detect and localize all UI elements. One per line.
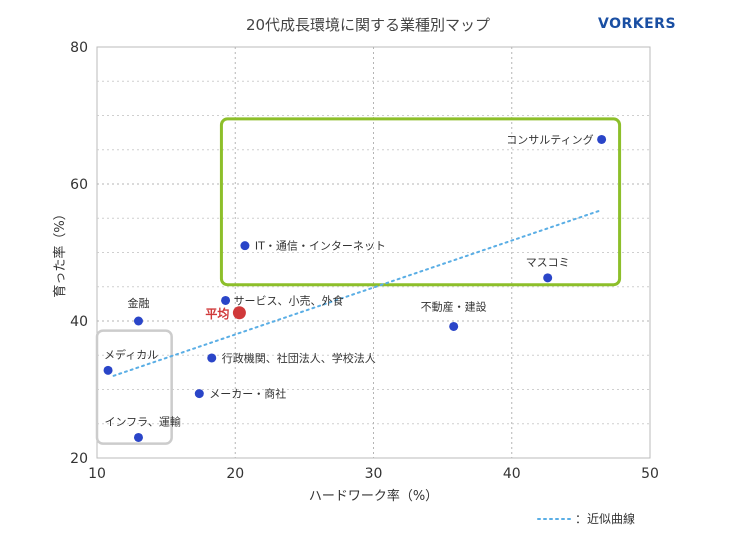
trendline-group [112, 209, 603, 377]
data-point [597, 134, 607, 144]
data-point [133, 432, 143, 442]
data-point [133, 316, 143, 326]
point-label: 不動産・建設 [421, 299, 487, 313]
data-points [103, 134, 607, 442]
x-tick-label: 10 [88, 466, 106, 482]
data-point [194, 389, 204, 399]
data-point [207, 353, 217, 363]
data-point [103, 365, 113, 375]
chart-title: 20代成長環境に関する業種別マップ [245, 16, 491, 34]
highlight-boxes [95, 117, 622, 445]
point-label: サービス、小売、外食 [234, 293, 344, 307]
average-label: 平均 [205, 306, 229, 321]
point-label: インフラ、運輸 [104, 414, 180, 428]
point-label: 行政機関、社団法人、学校法人 [222, 351, 376, 365]
data-point [543, 273, 553, 283]
x-axis-label: ハードワーク率（%） [309, 488, 438, 504]
y-axis-label: 育った率（%） [52, 207, 68, 297]
point-label: メーカー・商社 [209, 387, 286, 401]
y-tick-label: 80 [70, 40, 88, 56]
average-point [232, 306, 246, 320]
x-tick-label: 40 [503, 466, 521, 482]
point-label: IT・通信・インターネット [255, 240, 386, 253]
x-tick-label: 50 [641, 466, 659, 482]
data-point [449, 321, 459, 331]
y-tick-label: 20 [70, 451, 88, 467]
point-label: 金融 [127, 296, 149, 310]
highlight-box [219, 117, 622, 287]
x-tick-label: 20 [226, 466, 244, 482]
grid [96, 46, 651, 459]
point-label: マスコミ [526, 256, 570, 269]
x-tick-label: 30 [365, 466, 383, 482]
legend: ：近似曲線 [537, 511, 635, 526]
point-label: メディカル [104, 347, 158, 361]
trendline [112, 209, 603, 377]
point-label: コンサルティング [506, 132, 593, 146]
data-point [240, 241, 250, 251]
y-tick-label: 60 [70, 177, 88, 193]
y-tick-label: 40 [70, 314, 88, 330]
legend-trendline-label: ：近似曲線 [575, 511, 635, 526]
brand-logo: VORKERS [598, 16, 677, 32]
highlight-box [95, 329, 173, 445]
data-point [221, 295, 231, 305]
